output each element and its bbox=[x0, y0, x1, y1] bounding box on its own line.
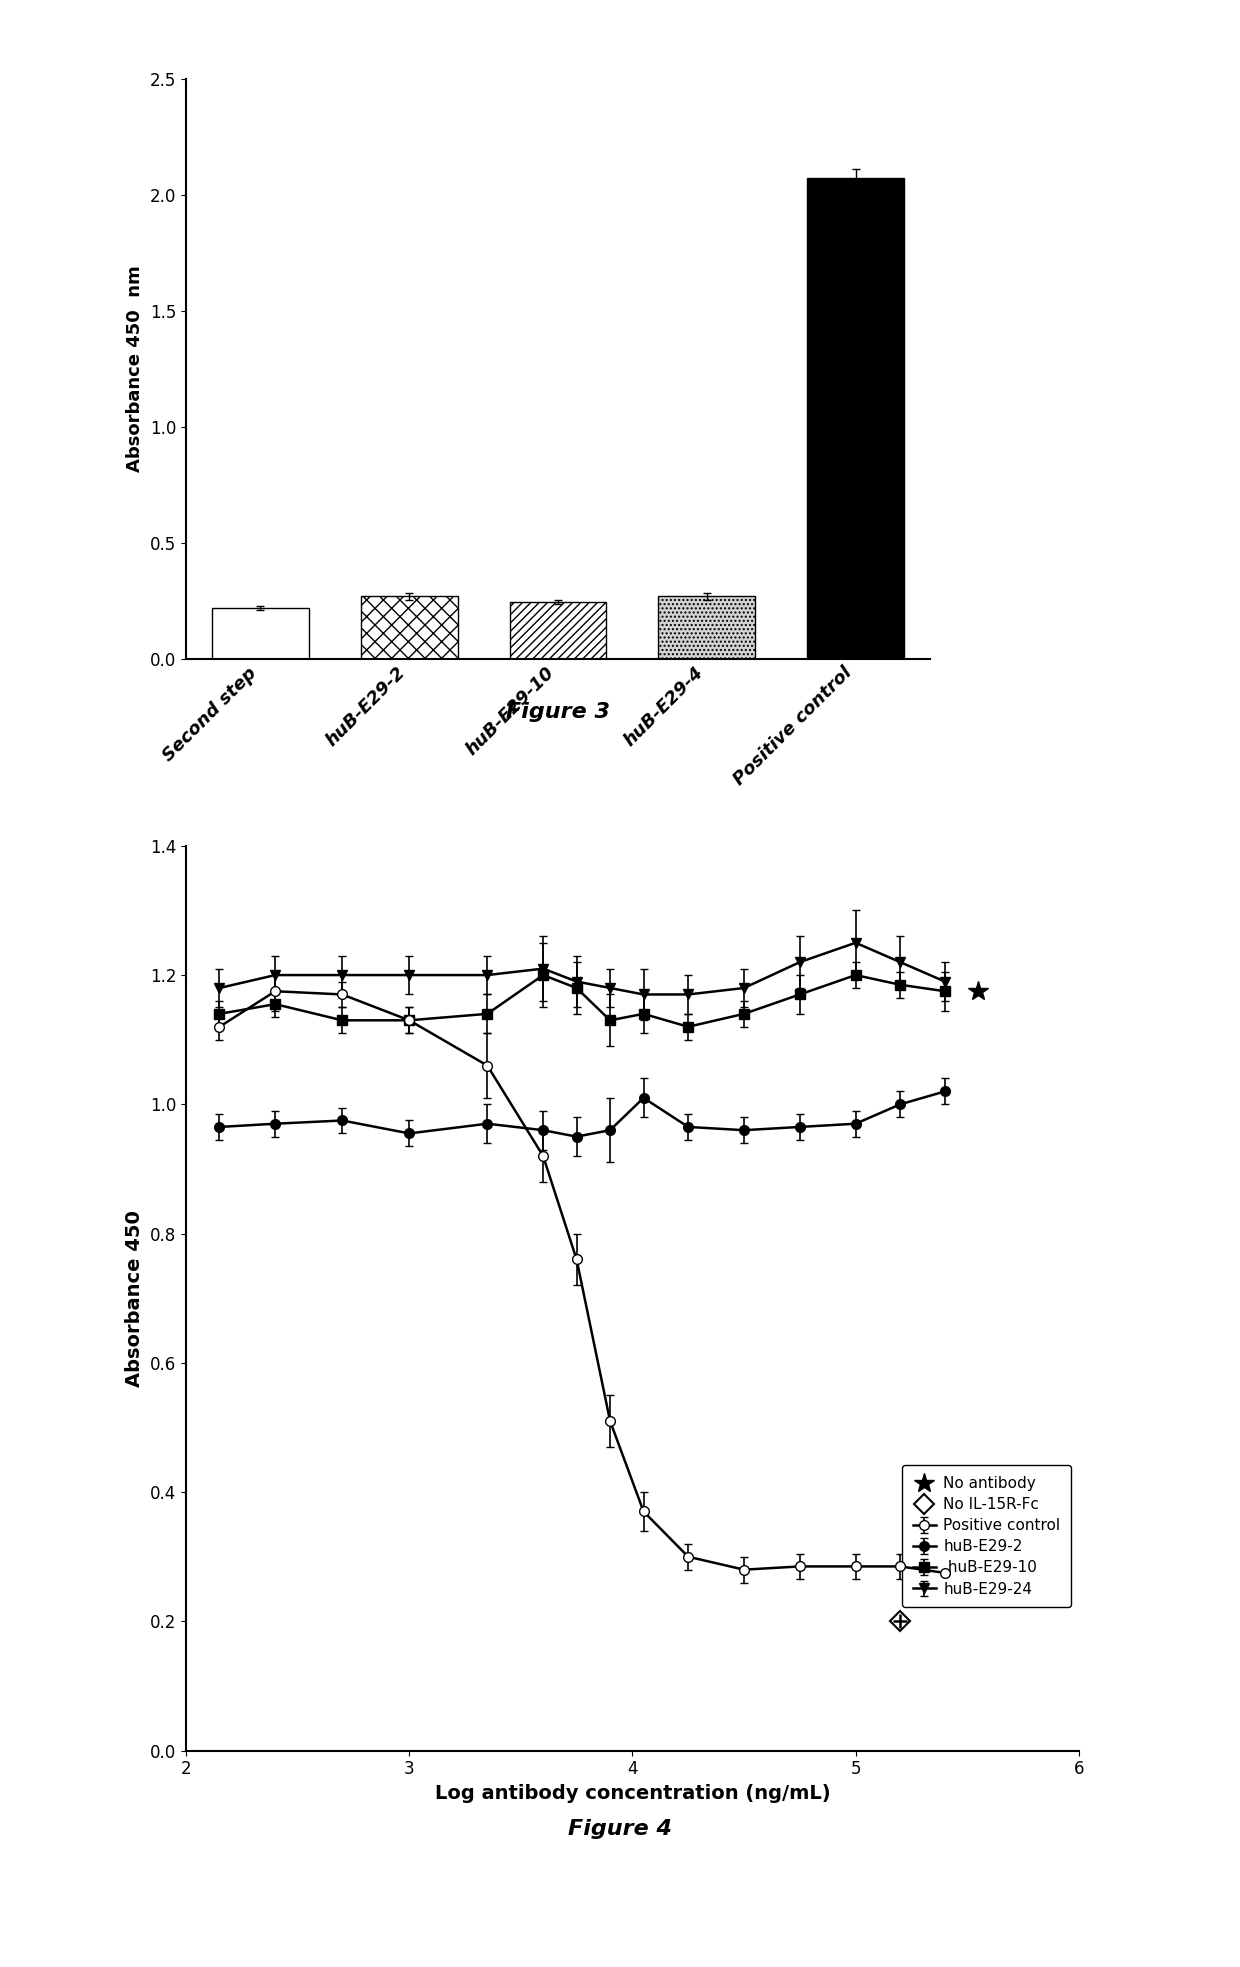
Y-axis label: Absorbance 450: Absorbance 450 bbox=[125, 1210, 144, 1387]
X-axis label: Log antibody concentration (ng/mL): Log antibody concentration (ng/mL) bbox=[434, 1784, 831, 1804]
Bar bbox=[361, 596, 458, 659]
Legend: No antibody, No IL-15R-Fc, Positive control, huB-E29-2,  huB-E29-10, huB-E29-24: No antibody, No IL-15R-Fc, Positive cont… bbox=[901, 1465, 1071, 1607]
Bar bbox=[658, 596, 755, 659]
Bar bbox=[807, 179, 904, 659]
Bar bbox=[212, 608, 309, 659]
Text: Figure 4: Figure 4 bbox=[568, 1819, 672, 1839]
Text: Figure 3: Figure 3 bbox=[506, 702, 610, 722]
Bar bbox=[510, 602, 606, 659]
Y-axis label: Absorbance 450  nm: Absorbance 450 nm bbox=[126, 266, 144, 472]
